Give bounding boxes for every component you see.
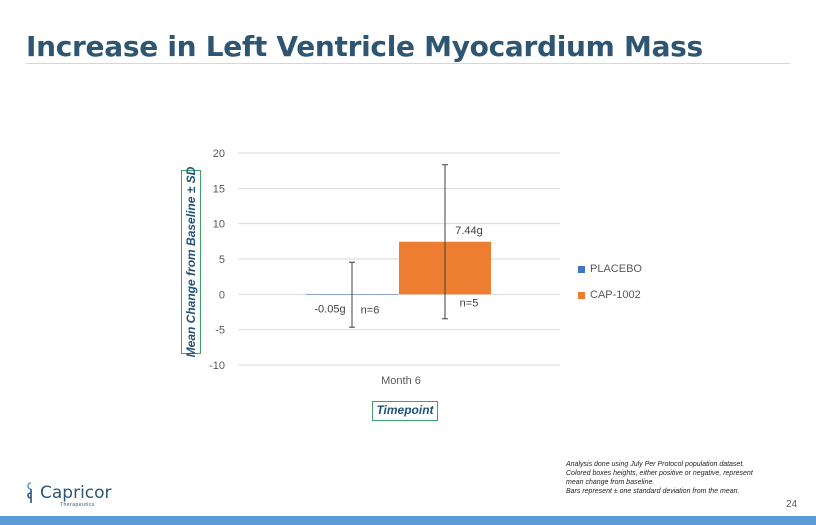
legend-swatch-placebo [578,265,585,273]
y-tick-label: 10 [213,219,225,231]
legend-label-placebo: PLACEBO [590,263,642,275]
capricor-logo-mark-icon [27,482,32,503]
y-tick-label: 5 [219,254,225,266]
legend-swatch-cap-1002 [578,291,585,299]
y-tick-label: -5 [215,325,225,337]
footnote: Analysis done using July Per Protocol po… [566,460,786,496]
y-tick-label: 20 [213,148,225,160]
legend-item-placebo: PLACEBO [578,262,642,276]
data-label: -0.05g [314,303,345,315]
footer-accent-bar [0,516,816,525]
title-divider [26,63,790,64]
footnote-line: Bars represent ± one standard deviation … [566,488,740,495]
x-tick-label: Month 6 [381,375,421,387]
y-axis-title: Mean Change from Baseline ± SD [184,166,198,358]
data-label: 7.44g [455,225,483,237]
x-axis-label-frame [372,401,438,421]
logo-wordmark: Capricor [40,483,112,503]
sample-size-label: n=6 [361,304,380,316]
page-number: 24 [786,499,798,510]
y-tick-label: 0 [219,289,225,301]
footnote-line: Analysis done using July Per Protocol po… [566,461,745,468]
logo-tagline: Therapeutics [60,502,95,508]
legend-label-cap-1002: CAP-1002 [590,289,641,301]
y-tick-label: -10 [209,360,225,372]
y-axis-label-frame [181,170,201,354]
chart-legend: PLACEBO CAP-1002 [578,262,642,314]
footnote-line: Colored boxes heights, either positive o… [566,470,753,477]
y-tick-label: 15 [213,183,225,195]
x-axis-title: Timepoint [376,403,434,417]
slide-title: Increase in Left Ventricle Myocardium Ma… [26,30,703,63]
capricor-logo: Capricor Therapeutics [26,478,146,512]
legend-item-cap-1002: CAP-1002 [578,288,642,302]
footnote-line: mean change from baseline. [566,479,655,486]
sample-size-label: n=5 [460,297,479,309]
